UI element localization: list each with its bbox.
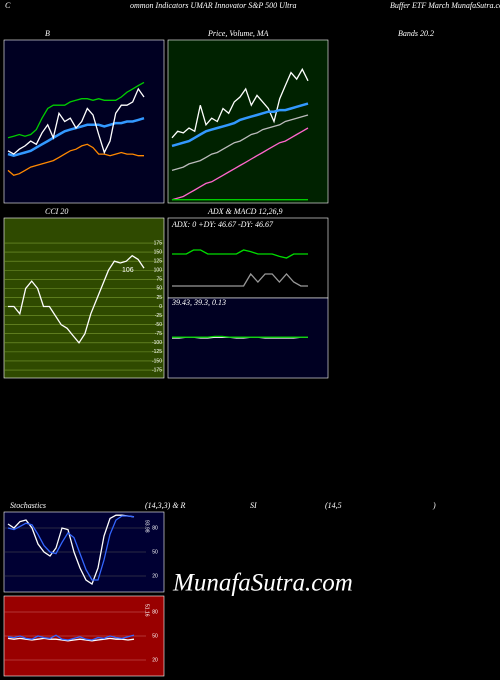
line — [172, 249, 308, 259]
line — [7, 81, 145, 139]
y-tick-label: 175 — [154, 240, 163, 246]
y-tick-label: -175 — [152, 367, 162, 373]
watermark: MunafaSutra.com — [172, 570, 353, 597]
line — [7, 515, 135, 581]
panel — [3, 217, 165, 379]
title: (14,5 — [325, 501, 342, 510]
chart-title: B — [45, 29, 50, 38]
y-tick-label: 50 — [156, 286, 162, 292]
line — [172, 272, 308, 287]
value-label: 51.16 — [144, 604, 150, 617]
line — [171, 114, 309, 172]
y-tick-label: 125 — [154, 259, 163, 265]
y-tick-label: -125 — [152, 349, 162, 355]
y-tick-label: 0 — [159, 304, 162, 310]
y-tick-label: -75 — [155, 331, 162, 337]
chart-title: Price, Volume, MA — [207, 29, 269, 38]
y-tick-label: 150 — [154, 249, 163, 255]
subtitle: ADX: 0 +DY: 46.67 -DY: 46.67 — [171, 220, 274, 229]
y-tick-label: -150 — [152, 358, 162, 364]
line — [8, 254, 145, 344]
y-tick-label: 50 — [152, 549, 158, 555]
header: Buffer ETF March MunafaSutra.com — [390, 1, 500, 10]
title: (14,3,3) & R — [145, 501, 186, 510]
line — [7, 143, 144, 177]
y-tick-label: 100 — [154, 268, 163, 274]
y-tick-label: 20 — [152, 573, 158, 579]
y-tick-label: -50 — [155, 322, 162, 328]
panel — [167, 39, 329, 204]
value-label: 106 — [122, 267, 134, 274]
line — [7, 637, 135, 642]
title: ) — [432, 501, 436, 510]
y-tick-label: -100 — [152, 340, 162, 346]
header: ommon Indicators UMAR Innovator S&P 500 … — [130, 1, 297, 10]
value-label: 93.98 — [144, 520, 150, 533]
chart-title: CCI 20 — [45, 207, 68, 216]
line — [7, 634, 135, 641]
chart-title: ADX & MACD 12,26,9 — [207, 207, 282, 216]
chart-title: Stochastics — [10, 501, 46, 510]
header: C — [5, 1, 11, 10]
panel — [167, 217, 329, 299]
line — [172, 335, 308, 338]
line — [7, 87, 145, 155]
y-tick-label: 25 — [156, 295, 162, 301]
y-tick-label: 50 — [152, 633, 158, 639]
y-tick-label: 80 — [152, 609, 158, 615]
line — [171, 102, 309, 148]
y-tick-label: -25 — [155, 313, 162, 319]
y-tick-label: 80 — [152, 525, 158, 531]
line — [171, 127, 309, 201]
subtitle: 39.43, 39.3, 0.13 — [171, 298, 226, 307]
panel — [332, 40, 492, 203]
title: SI — [250, 501, 257, 510]
panel — [3, 39, 165, 204]
line — [171, 67, 309, 139]
chart-title: Bands 20.2 — [398, 29, 434, 38]
y-tick-label: 75 — [156, 277, 162, 283]
y-tick-label: 20 — [152, 657, 158, 663]
